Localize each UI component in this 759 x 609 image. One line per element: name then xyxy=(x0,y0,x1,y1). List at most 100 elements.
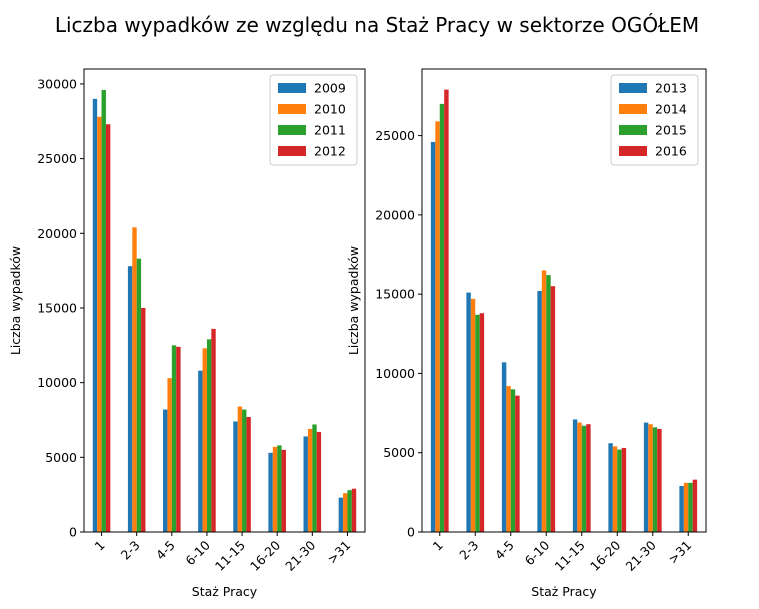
legend-label: 2011 xyxy=(314,123,346,138)
legend-swatch-2011 xyxy=(278,125,306,135)
legend-swatch-2009 xyxy=(278,83,306,93)
bar-2011-4-5 xyxy=(171,345,177,532)
legend-label: 2009 xyxy=(314,81,346,96)
x-tick-label: 16-20 xyxy=(247,537,283,573)
bar-2011-6-10 xyxy=(206,339,212,532)
y-tick-label: 5000 xyxy=(383,445,415,460)
bar-2009-11-15 xyxy=(233,421,238,532)
bar-2010-16-20 xyxy=(272,446,278,532)
bar-2012-16-20 xyxy=(281,449,286,532)
bar-2009-2-3 xyxy=(127,266,133,532)
bar-2013-21-30 xyxy=(643,422,649,532)
bar-2009-16-20 xyxy=(268,452,273,532)
bar-2011-16-20 xyxy=(277,445,282,532)
x-axis-label: Staż Pracy xyxy=(192,584,258,599)
bar-2013-6-10 xyxy=(537,290,542,532)
bar-2011-21-30 xyxy=(312,424,317,532)
legend-swatch-2012 xyxy=(278,146,306,156)
bar-2016-2-3 xyxy=(479,313,485,532)
bar-2011-11-15 xyxy=(242,409,247,532)
y-tick-label: 20000 xyxy=(375,207,415,222)
bar-2012-1 xyxy=(105,124,111,532)
bar-2012-6-10 xyxy=(211,328,216,532)
legend-box xyxy=(610,74,699,166)
legend-swatch-2013 xyxy=(619,83,647,93)
bar-2013-1 xyxy=(430,141,436,532)
x-tick-label: 1 xyxy=(430,538,446,554)
x-tick-label: 4-5 xyxy=(153,538,178,563)
bar-2013-16-20 xyxy=(608,443,613,532)
bar-2014-1 xyxy=(435,121,440,532)
bar-2014-6-10 xyxy=(541,270,547,532)
legend-swatch-2010 xyxy=(278,104,306,114)
bar-2009-6-10 xyxy=(198,370,203,532)
y-tick-label: 0 xyxy=(69,525,77,540)
bar-2015-16-20 xyxy=(617,449,622,532)
bar-2015-2-3 xyxy=(475,314,480,532)
legend: 2009 2010 2011 2012 xyxy=(269,74,358,166)
bar-2013->31 xyxy=(679,486,684,532)
bar-2011-1 xyxy=(101,89,106,532)
bar-2010-1 xyxy=(97,116,102,532)
bar-2014-2-3 xyxy=(470,298,476,532)
y-tick-label: 30000 xyxy=(37,76,77,91)
bar-2009->31 xyxy=(338,497,344,532)
x-tick-label: 2-3 xyxy=(456,538,481,563)
bar-2010->31 xyxy=(343,493,348,532)
bar-2013-11-15 xyxy=(572,419,578,532)
legend-label: 2012 xyxy=(314,144,346,159)
x-tick-label: 11-15 xyxy=(212,538,248,574)
axes-frame xyxy=(83,68,366,533)
x-tick-label: 2-3 xyxy=(118,538,143,563)
y-tick-label: 25000 xyxy=(37,151,77,166)
legend-swatch-2016 xyxy=(619,146,647,156)
bar-2016-6-10 xyxy=(550,286,556,532)
figure-title: Liczba wypadków ze względu na Staż Pracy… xyxy=(55,13,699,37)
bar-2015-21-30 xyxy=(652,427,658,532)
legend-label: 2013 xyxy=(655,81,687,96)
bar-2010-6-10 xyxy=(202,348,207,532)
chart-panel-right: 0 5000 10000 15000 20000 25000 1 2-3 4-5 6-10 11-1… xyxy=(346,68,707,599)
x-tick-label: 16-20 xyxy=(587,537,623,573)
bar-2012-2-3 xyxy=(141,307,146,532)
bar-2016-11-15 xyxy=(586,424,591,532)
bar-2012-21-30 xyxy=(316,431,322,532)
y-tick-label: 20000 xyxy=(37,226,77,241)
bar-2015-6-10 xyxy=(546,275,551,532)
bar-2013-2-3 xyxy=(466,292,471,532)
bar-2016->31 xyxy=(692,479,698,532)
legend-label: 2010 xyxy=(314,102,346,117)
legend-box xyxy=(269,74,358,166)
x-tick-label: 6-10 xyxy=(522,537,553,568)
legend-swatch-2015 xyxy=(619,125,647,135)
chart-panel-left: 0 5000 10000 15000 20000 25000 30000 1 2-3 4-5 6-1… xyxy=(8,68,366,599)
bar-2016-4-5 xyxy=(515,395,520,532)
y-tick-label: 25000 xyxy=(375,128,415,143)
bar-2009-21-30 xyxy=(303,436,308,532)
axes-frame xyxy=(421,68,707,533)
y-tick-label: 15000 xyxy=(375,287,415,302)
x-tick-label: >31 xyxy=(324,538,353,567)
x-tick-label: 4-5 xyxy=(492,538,517,563)
bar-2012->31 xyxy=(351,488,357,532)
y-axis-label: Liczba wypadków xyxy=(346,246,361,355)
bar-2010-11-15 xyxy=(237,406,243,532)
y-tick-label: 0 xyxy=(407,525,415,540)
x-tick-label: 11-15 xyxy=(552,538,588,574)
legend-swatch-2014 xyxy=(619,104,647,114)
bar-2014->31 xyxy=(683,482,689,532)
x-tick-label: >31 xyxy=(665,538,694,567)
x-tick-label: 21-30 xyxy=(623,537,659,573)
legend: 2013 2014 2015 2016 xyxy=(610,74,699,166)
bar-2015-11-15 xyxy=(581,425,587,532)
legend-label: 2016 xyxy=(655,144,687,159)
bar-2015->31 xyxy=(688,482,693,532)
x-tick-label: 21-30 xyxy=(282,537,318,573)
bar-2016-1 xyxy=(444,89,449,533)
bar-2014-21-30 xyxy=(648,424,653,532)
y-tick-label: 10000 xyxy=(375,366,415,381)
x-tick-label: 6-10 xyxy=(182,537,213,568)
bar-2015-4-5 xyxy=(510,389,516,532)
legend-label: 2015 xyxy=(655,123,687,138)
